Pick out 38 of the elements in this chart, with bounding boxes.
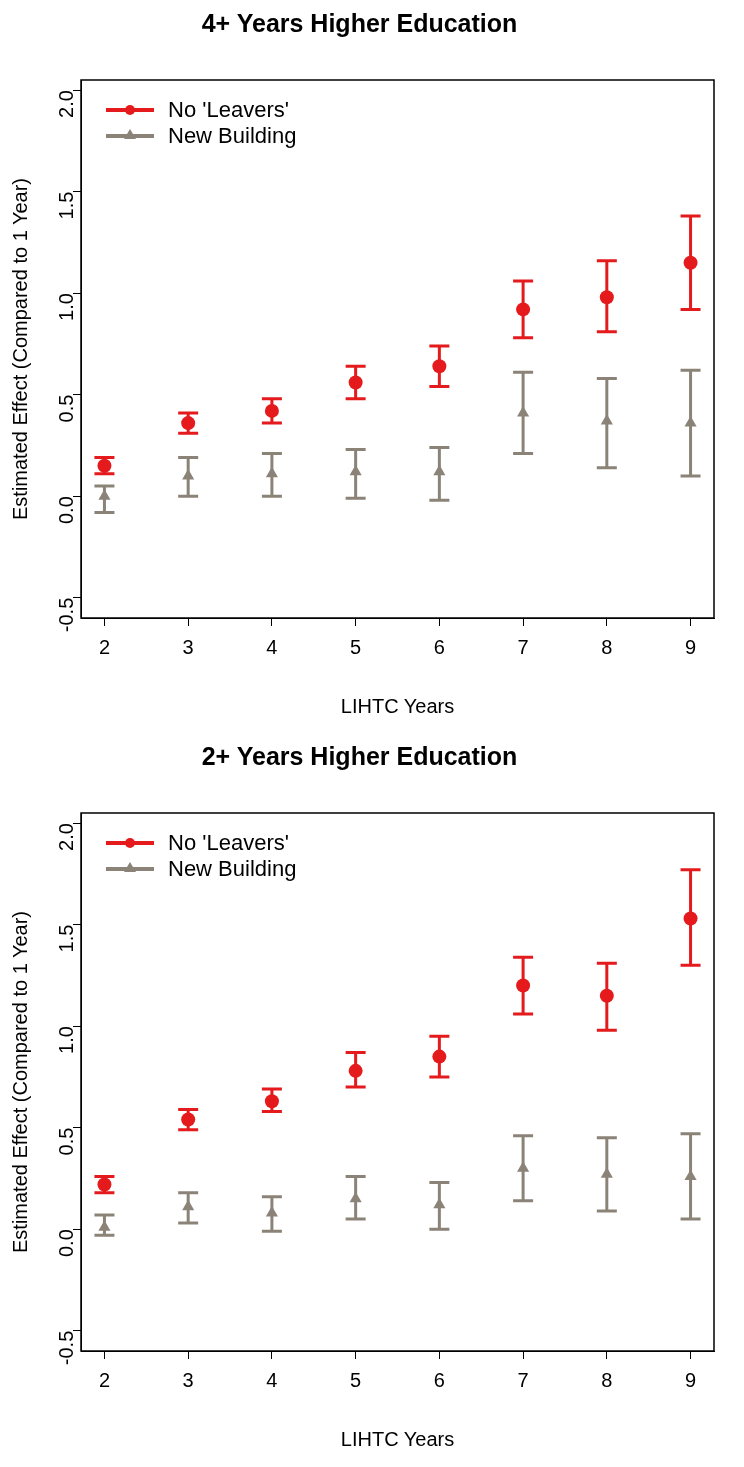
x-tick-label: 9 [684,1368,697,1391]
y-tick-label: -0.5 [54,1330,77,1366]
x-tick-label: 4 [266,635,278,658]
x-tick-label: 3 [182,635,194,658]
x-tick-label: 6 [433,635,445,658]
x-tick-label: 6 [433,1368,445,1391]
x-tick-label: 5 [350,1368,362,1391]
x-tick-label: 2 [98,1368,111,1391]
y-tick-label: 0.0 [54,1229,77,1257]
y-tick-label: 2.0 [54,90,77,118]
x-axis-title: LIHTC Years [340,1427,455,1450]
y-tick-label: 1.0 [54,1026,77,1054]
y-tick-label: 2.0 [54,823,77,851]
x-axis-title: LIHTC Years [340,694,455,717]
x-tick-label: 8 [601,1368,613,1391]
y-tick-label: 0.0 [54,496,77,524]
y-tick-label: 1.5 [54,191,77,220]
x-tick-label: 7 [517,635,529,658]
x-tick-label: 3 [182,1368,194,1391]
chart-title: 4+ Years Higher Education [201,8,518,37]
x-tick-label: 5 [350,635,362,658]
y-tick-label: 1.5 [54,924,77,953]
y-tick-label: 0.5 [54,1127,77,1156]
legend-label: No 'Leavers' [168,830,289,856]
y-tick-label: 0.5 [54,394,77,423]
y-axis-title: Estimated Effect (Compared to 1 Year) [8,177,31,521]
y-tick-label: -0.5 [54,597,77,633]
x-tick-label: 9 [684,635,697,658]
x-tick-label: 8 [601,635,613,658]
legend-label: No 'Leavers' [168,97,289,123]
y-tick-label: 1.0 [54,293,77,321]
y-axis-title: Estimated Effect (Compared to 1 Year) [8,910,31,1254]
x-tick-label: 4 [266,1368,278,1391]
x-tick-label: 7 [517,1368,529,1391]
x-tick-label: 2 [98,635,111,658]
legend-label: New Building [168,123,297,149]
legend-label: New Building [168,856,297,882]
chart-title: 2+ Years Higher Education [201,741,518,770]
